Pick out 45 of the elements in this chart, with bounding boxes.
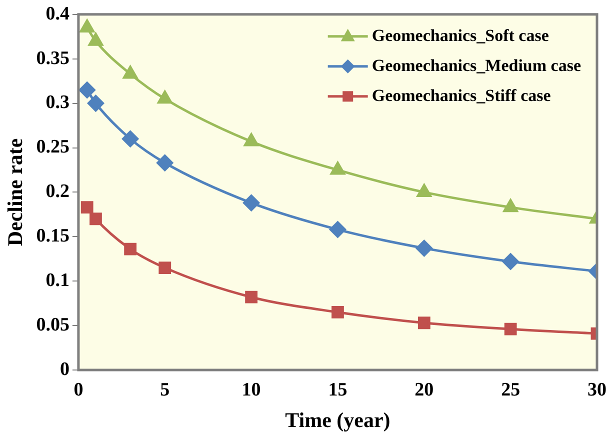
x-tick-label: 25 [501, 379, 520, 400]
point [245, 290, 258, 304]
x-tick-label: 30 [588, 379, 606, 400]
point [158, 262, 172, 274]
x-axis-title: Time (year) [285, 408, 390, 432]
y-tick-label: 0.1 [46, 270, 70, 292]
point [243, 194, 260, 212]
x-tick-label: 20 [414, 379, 434, 400]
y-axis-title: Decline rate [3, 138, 28, 246]
point [330, 162, 346, 175]
x-tick-label: 5 [160, 379, 170, 400]
point [78, 82, 96, 98]
point [124, 242, 137, 256]
x-tick-label: 0 [74, 379, 84, 400]
point [244, 133, 259, 146]
point [87, 95, 104, 112]
point [416, 240, 432, 256]
x-tick-label: 15 [328, 379, 348, 400]
point [329, 221, 346, 238]
point [418, 316, 430, 330]
legend-label: Geomechanics_Stiff case [372, 86, 552, 105]
y-tick-label: 0 [60, 358, 70, 380]
point [416, 184, 432, 197]
y-tick-label: 0.2 [46, 181, 70, 202]
point [502, 253, 519, 270]
point [158, 90, 172, 104]
y-tick-label: 0.3 [46, 92, 70, 114]
point [156, 154, 174, 172]
x-tick-label: 10 [242, 379, 261, 400]
point [90, 212, 102, 226]
y-tick-label: 0.4 [46, 3, 70, 24]
y-tick-label: 0.35 [36, 48, 70, 69]
y-tick-label: 0.25 [36, 136, 70, 158]
legend-label: Geomechanics_Soft case [372, 26, 550, 45]
point [332, 306, 344, 318]
point [80, 201, 94, 214]
y-tick-label: 0.15 [36, 226, 70, 247]
y-tick-label: 0.05 [36, 314, 70, 336]
point [122, 130, 139, 148]
point [504, 322, 517, 336]
point [122, 66, 138, 79]
legend-label: Geomechanics_Medium case [372, 56, 582, 75]
point [88, 32, 104, 46]
point [503, 199, 518, 212]
point [80, 19, 94, 32]
